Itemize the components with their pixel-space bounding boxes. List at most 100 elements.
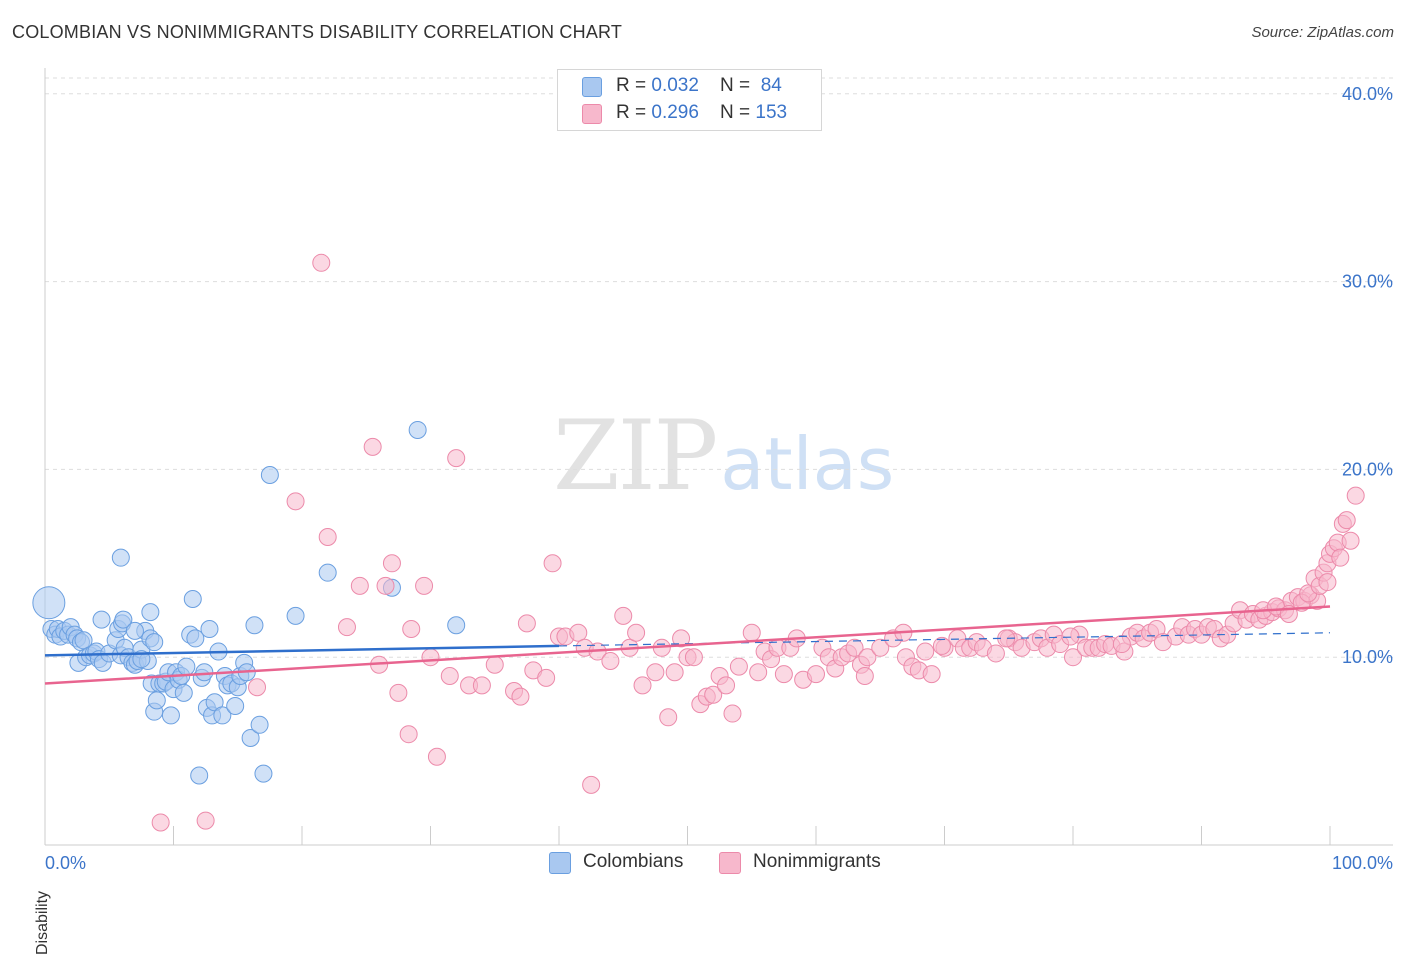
nonimmigrants-point	[248, 678, 267, 697]
colombians-point	[245, 616, 264, 635]
colombians-point	[161, 706, 180, 725]
colombians-point	[254, 764, 273, 783]
colombians-point	[125, 621, 144, 640]
nonimmigrants-swatch	[582, 104, 602, 124]
nonimmigrants-point	[543, 554, 562, 573]
colombians-point	[111, 548, 130, 567]
colombians-point	[260, 466, 279, 485]
nonimmigrants-point	[855, 666, 874, 685]
nonimmigrants-point	[402, 620, 421, 639]
nonimmigrants-point	[472, 676, 491, 695]
nonimmigrants-point	[447, 449, 466, 468]
nonimmigrants-point	[376, 576, 395, 595]
colombians-point	[145, 633, 164, 652]
nonimmigrants-point	[421, 648, 440, 667]
x-tick-label: 0.0%	[45, 853, 86, 873]
axes	[44, 68, 1393, 846]
nonimmigrants-point	[672, 629, 691, 648]
nonimmigrants-point	[427, 747, 446, 766]
nonimmigrants-point	[582, 775, 601, 794]
nonimmigrants-legend-swatch	[719, 852, 741, 874]
nonimmigrants-point	[704, 685, 723, 704]
nonimmigrants-point	[569, 623, 588, 642]
nonimmigrants-point	[742, 623, 761, 642]
nonimmigrants-point	[286, 492, 305, 511]
nonimmigrants-point	[845, 638, 864, 657]
chart-title: COLOMBIAN VS NONIMMIGRANTS DISABILITY CO…	[12, 22, 623, 42]
colombians-trend-line	[44, 644, 560, 657]
colombians-point	[318, 563, 337, 582]
y-tick-label: 30.0%	[1342, 272, 1393, 292]
nonimmigrants-point	[922, 665, 941, 684]
legend-text-colombians: R = 0.032 N = 84	[616, 75, 782, 97]
nonimmigrants-point	[196, 811, 215, 830]
nonimmigrants-point	[1331, 548, 1350, 567]
colombians-point	[226, 697, 245, 716]
nonimmigrants-point	[312, 253, 331, 272]
nonimmigrants-trend-line	[44, 605, 1331, 685]
nonimmigrants-point	[633, 676, 652, 695]
colombians-point	[114, 610, 133, 629]
nonimmigrants-point	[1346, 486, 1365, 505]
legend-n-value: 153	[755, 102, 788, 123]
nonimmigrants-point	[729, 657, 748, 676]
nonimmigrants-point	[627, 623, 646, 642]
nonimmigrants-point	[601, 651, 620, 670]
nonimmigrants-point	[871, 638, 890, 657]
nonimmigrants-point	[1112, 635, 1131, 654]
nonimmigrants-point	[151, 813, 170, 832]
legend-r-label: R =	[616, 75, 652, 96]
nonimmigrants-point	[684, 648, 703, 667]
nonimmigrants-point	[511, 687, 530, 706]
colombians-point	[447, 616, 466, 635]
nonimmigrants-point	[399, 725, 418, 744]
y-tick-label: 10.0%	[1342, 647, 1393, 667]
nonimmigrants-point	[858, 648, 877, 667]
colombians-point	[213, 706, 232, 725]
nonimmigrants-point	[932, 636, 951, 655]
legend-text-nonimmigrants: R = 0.296 N = 153	[616, 102, 787, 124]
colombians-swatch	[582, 77, 602, 97]
y-tick-label: 20.0%	[1342, 459, 1393, 479]
nonimmigrants-point	[717, 676, 736, 695]
nonimmigrants-point	[485, 655, 504, 674]
nonimmigrants-point	[318, 528, 337, 546]
nonimmigrants-point	[440, 666, 459, 685]
y-axis-label: Disability	[34, 890, 51, 955]
colombians-point	[200, 620, 219, 639]
colombians-point	[408, 420, 427, 439]
nonimmigrants-point	[1064, 648, 1082, 667]
colombians-point	[177, 657, 196, 676]
colombians-point	[186, 629, 205, 648]
colombians-point	[286, 606, 305, 625]
colombians-point	[250, 715, 269, 734]
tick-labels: 10.0% 20.0% 30.0% 40.0% 0.0% 100.0%	[45, 84, 1393, 873]
colombians-point	[147, 691, 166, 710]
legend-r-value: 0.032	[651, 75, 699, 96]
colombians-point	[195, 663, 214, 682]
correlation-legend: R = 0.032 N = 84 R = 0.296 N = 153	[557, 69, 822, 131]
nonimmigrants-point	[986, 644, 1005, 663]
nonimmigrants-point	[749, 663, 768, 682]
nonimmigrants-point	[774, 665, 793, 684]
legend-r-value: 0.296	[651, 102, 699, 123]
colombians-point	[174, 683, 193, 702]
nonimmigrants-point	[659, 708, 678, 727]
legend-n-label: N =	[720, 102, 756, 123]
nonimmigrants-point	[723, 704, 742, 723]
legend-n-value: 84	[760, 75, 782, 96]
scatter-plot: 10.0% 20.0% 30.0% 40.0% 0.0% 100.0%	[32, 68, 1393, 873]
nonimmigrants-point	[517, 614, 536, 633]
nonimmigrants-point	[665, 663, 684, 682]
nonimmigrants-point	[389, 683, 408, 702]
colombians-point	[241, 728, 260, 747]
y-tick-label: 40.0%	[1342, 84, 1393, 104]
data-points	[32, 253, 1365, 832]
nonimmigrants-legend-label: Nonimmigrants	[753, 851, 881, 872]
colombians-point	[205, 693, 224, 712]
source-credit: Source: ZipAtlas.com	[1251, 24, 1394, 41]
x-tick-label: 100.0%	[1332, 853, 1393, 873]
nonimmigrants-point	[350, 576, 369, 595]
colombians-point	[183, 589, 202, 608]
colombians-point	[32, 586, 66, 620]
